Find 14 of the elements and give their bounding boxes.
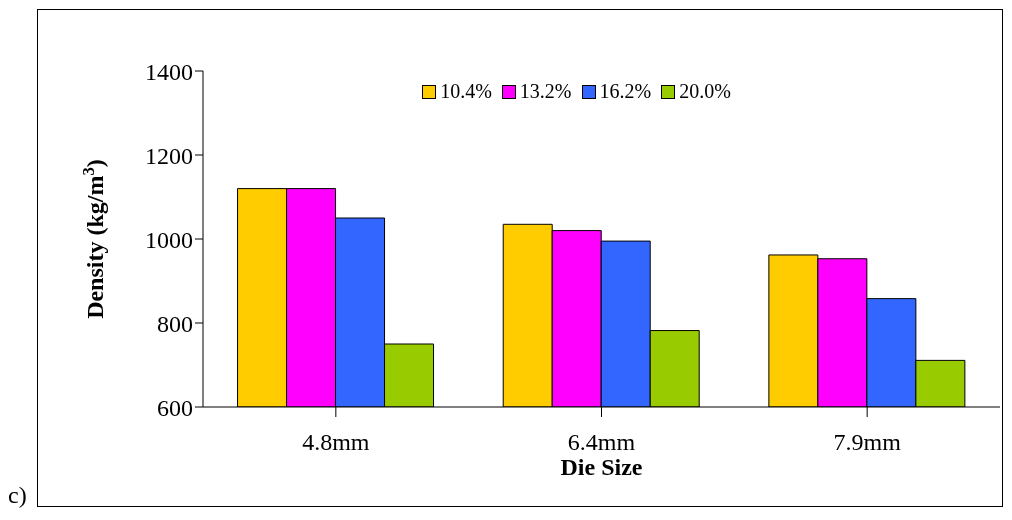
x-tick-label: 6.4mm bbox=[567, 429, 636, 456]
y-tick-label: 1200 bbox=[145, 142, 193, 169]
legend-label: 16.2% bbox=[598, 80, 652, 103]
y-tick-label: 800 bbox=[157, 310, 193, 337]
text: c) bbox=[8, 482, 27, 509]
y-tick-label: 600 bbox=[157, 394, 193, 421]
x-tick-label: 7.9mm bbox=[833, 429, 902, 456]
x-axis-title: Die Size bbox=[560, 454, 643, 480]
legend-label: 13.2% bbox=[518, 80, 572, 103]
y-tick-label: 1400 bbox=[145, 58, 193, 85]
legend-label: 10.4% bbox=[439, 80, 492, 103]
y-tick-label: 1000 bbox=[145, 226, 193, 253]
legend-label: 20.0% bbox=[678, 80, 731, 103]
x-tick-label: 4.8mm bbox=[302, 429, 370, 456]
